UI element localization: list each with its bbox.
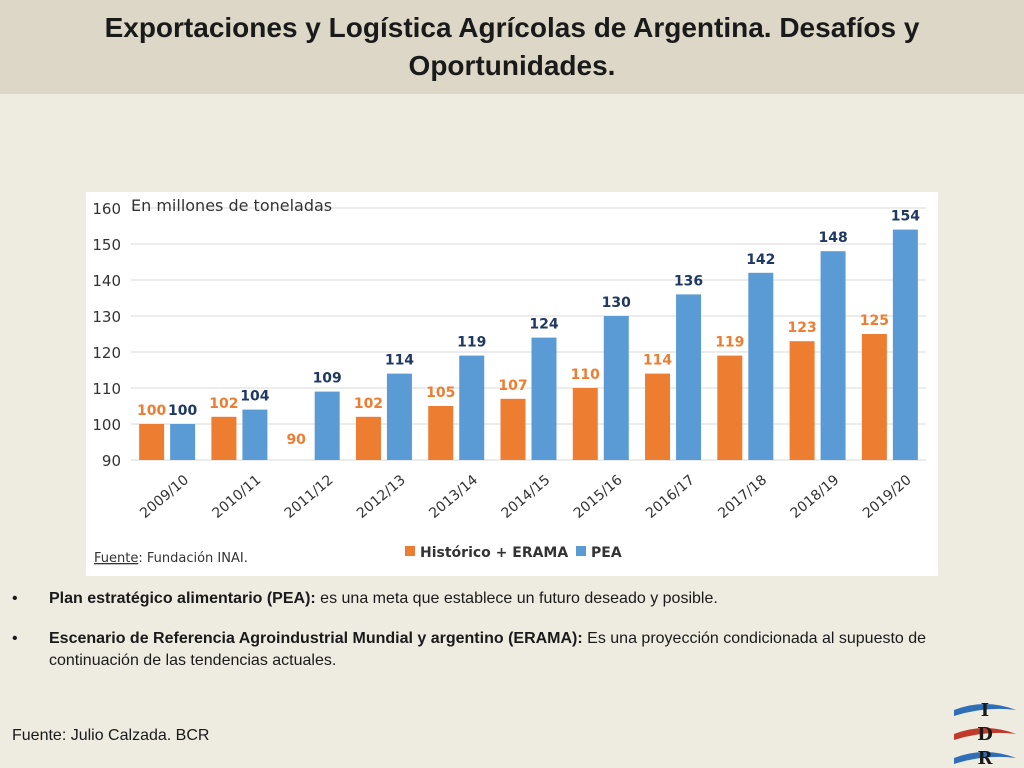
data-label-pea: 154	[891, 209, 920, 225]
bar-historico-2009/10	[139, 424, 165, 460]
data-label-historico: 110	[571, 367, 600, 383]
bullet-erama: • Escenario de Referencia Agroindustrial…	[12, 628, 1012, 672]
x-tick-label: 2015/16	[571, 472, 626, 522]
data-label-pea: 136	[674, 273, 703, 289]
data-label-historico: 125	[860, 313, 889, 329]
bar-historico-2014/15	[500, 398, 526, 460]
bar-chart: 100 100 102 1049010910211410511910712411013…	[92, 196, 926, 566]
legend-label-pea: PEA	[591, 545, 622, 561]
data-label-historico: 114	[643, 353, 672, 369]
svg-text:Fuente: Fundación INAI.: Fuente: Fundación INAI.	[94, 551, 248, 566]
y-tick-label: 90	[102, 452, 121, 470]
bar-pea-2010/11	[242, 409, 268, 460]
data-label-historico: 90	[286, 432, 306, 448]
data-label-pea: 100	[168, 403, 197, 419]
chart-legend: Histórico + ERAMA PEA	[405, 545, 622, 561]
data-label-historico: 107	[498, 378, 527, 394]
data-label-pea: 142	[746, 252, 775, 268]
bullet-erama-text: Es una proyección condicionada al supues…	[49, 630, 927, 669]
bullet-pea: • Plan estratégico alimentario (PEA): es…	[12, 588, 1012, 610]
bar-pea-2011/12	[314, 391, 340, 460]
data-label-pea: 130	[602, 295, 631, 311]
bullet-list: • Plan estratégico alimentario (PEA): es…	[12, 588, 1012, 690]
legend-swatch-pea	[576, 546, 586, 556]
bar-historico-2013/14	[428, 406, 454, 460]
bar-pea-2019/20	[892, 229, 918, 460]
data-label-pea: 124	[529, 317, 558, 333]
bar-pea-2014/15	[531, 337, 557, 460]
y-tick-label: 110	[92, 380, 121, 398]
x-tick-label: 2018/19	[788, 472, 843, 522]
slide-source: Fuente: Julio Calzada. BCR	[12, 727, 210, 744]
bar-pea-2009/10	[170, 424, 196, 460]
data-label-historico: 102	[209, 396, 238, 412]
chart-source-label: Fuente	[94, 551, 138, 566]
bullet-erama-label: Escenario de Referencia Agroindustrial M…	[49, 630, 583, 647]
y-tick-label: 160	[92, 200, 121, 218]
data-label-historico: 123	[787, 320, 816, 336]
data-label-historico: 100	[137, 403, 166, 419]
bullet-pea-label: Plan estratégico alimentario (PEA):	[49, 590, 316, 607]
bar-layer	[139, 229, 918, 460]
bullet-marker: •	[12, 590, 18, 607]
y-tick-label: 140	[92, 272, 121, 290]
data-label-pea: 109	[313, 371, 342, 387]
chart-card: 100 100 102 104 90 109 102 114 105 119 107 124 110 13…	[86, 192, 938, 576]
bar-historico-2012/13	[355, 416, 381, 460]
bar-historico-2010/11	[211, 416, 237, 460]
data-label-pea: 119	[457, 335, 486, 351]
x-tick-label: 2009/10	[137, 472, 192, 522]
bar-historico-2015/16	[572, 388, 598, 460]
bar-pea-2017/18	[748, 272, 774, 460]
x-tick-label: 2017/18	[715, 472, 770, 522]
x-tick-label: 2012/13	[354, 472, 409, 522]
logo-letter-d: D	[977, 724, 993, 745]
logo-letter-r: R	[978, 748, 994, 768]
x-tick-label: 2019/20	[860, 472, 915, 522]
y-tick-label: 150	[92, 236, 121, 254]
data-label-pea: 148	[818, 230, 847, 246]
bar-pea-2013/14	[459, 355, 485, 460]
chart-source-text: : Fundación INAI.	[138, 551, 247, 566]
bar-historico-2017/18	[717, 355, 743, 460]
idr-logo: I D R	[954, 700, 1016, 768]
data-label-historico: 119	[715, 335, 744, 351]
slide-title: Exportaciones y Logística Agrícolas de A…	[104, 12, 920, 81]
slide-header: Exportaciones y Logística Agrícolas de A…	[0, 0, 1024, 94]
x-tick-label: 2013/14	[426, 472, 481, 522]
logo-letter-i: I	[981, 700, 989, 721]
x-tick-label: 2016/17	[643, 472, 698, 522]
label-layer: 100 100 102 1049010910211410511910712411013…	[137, 209, 920, 448]
data-label-pea: 114	[385, 353, 414, 369]
bar-historico-2016/17	[645, 373, 671, 460]
legend-swatch-historico	[405, 546, 415, 556]
bar-historico-2019/20	[861, 334, 887, 460]
legend-label-historico: Histórico + ERAMA	[420, 545, 568, 561]
data-label-pea: 104	[240, 389, 269, 405]
bullet-marker: •	[12, 630, 18, 647]
chart-source: Fuente: Fundación INAI.	[94, 551, 248, 566]
bar-pea-2012/13	[386, 373, 412, 460]
y-tick-label: 100	[92, 416, 121, 434]
bar-pea-2016/17	[676, 294, 702, 460]
bar-pea-2018/19	[820, 251, 846, 460]
chart-unit-label: En millones de toneladas	[131, 196, 332, 215]
y-tick-label: 120	[92, 344, 121, 362]
x-tick-label: 2011/12	[282, 472, 337, 522]
bar-historico-2018/19	[789, 341, 815, 460]
bar-pea-2015/16	[603, 316, 629, 460]
y-tick-label: 130	[92, 308, 121, 326]
x-tick-label: 2014/15	[499, 472, 554, 522]
data-label-historico: 105	[426, 385, 455, 401]
x-tick-label: 2010/11	[209, 472, 264, 522]
bullet-pea-text: es una meta que establece un futuro dese…	[315, 590, 718, 607]
data-label-historico: 102	[354, 396, 383, 412]
